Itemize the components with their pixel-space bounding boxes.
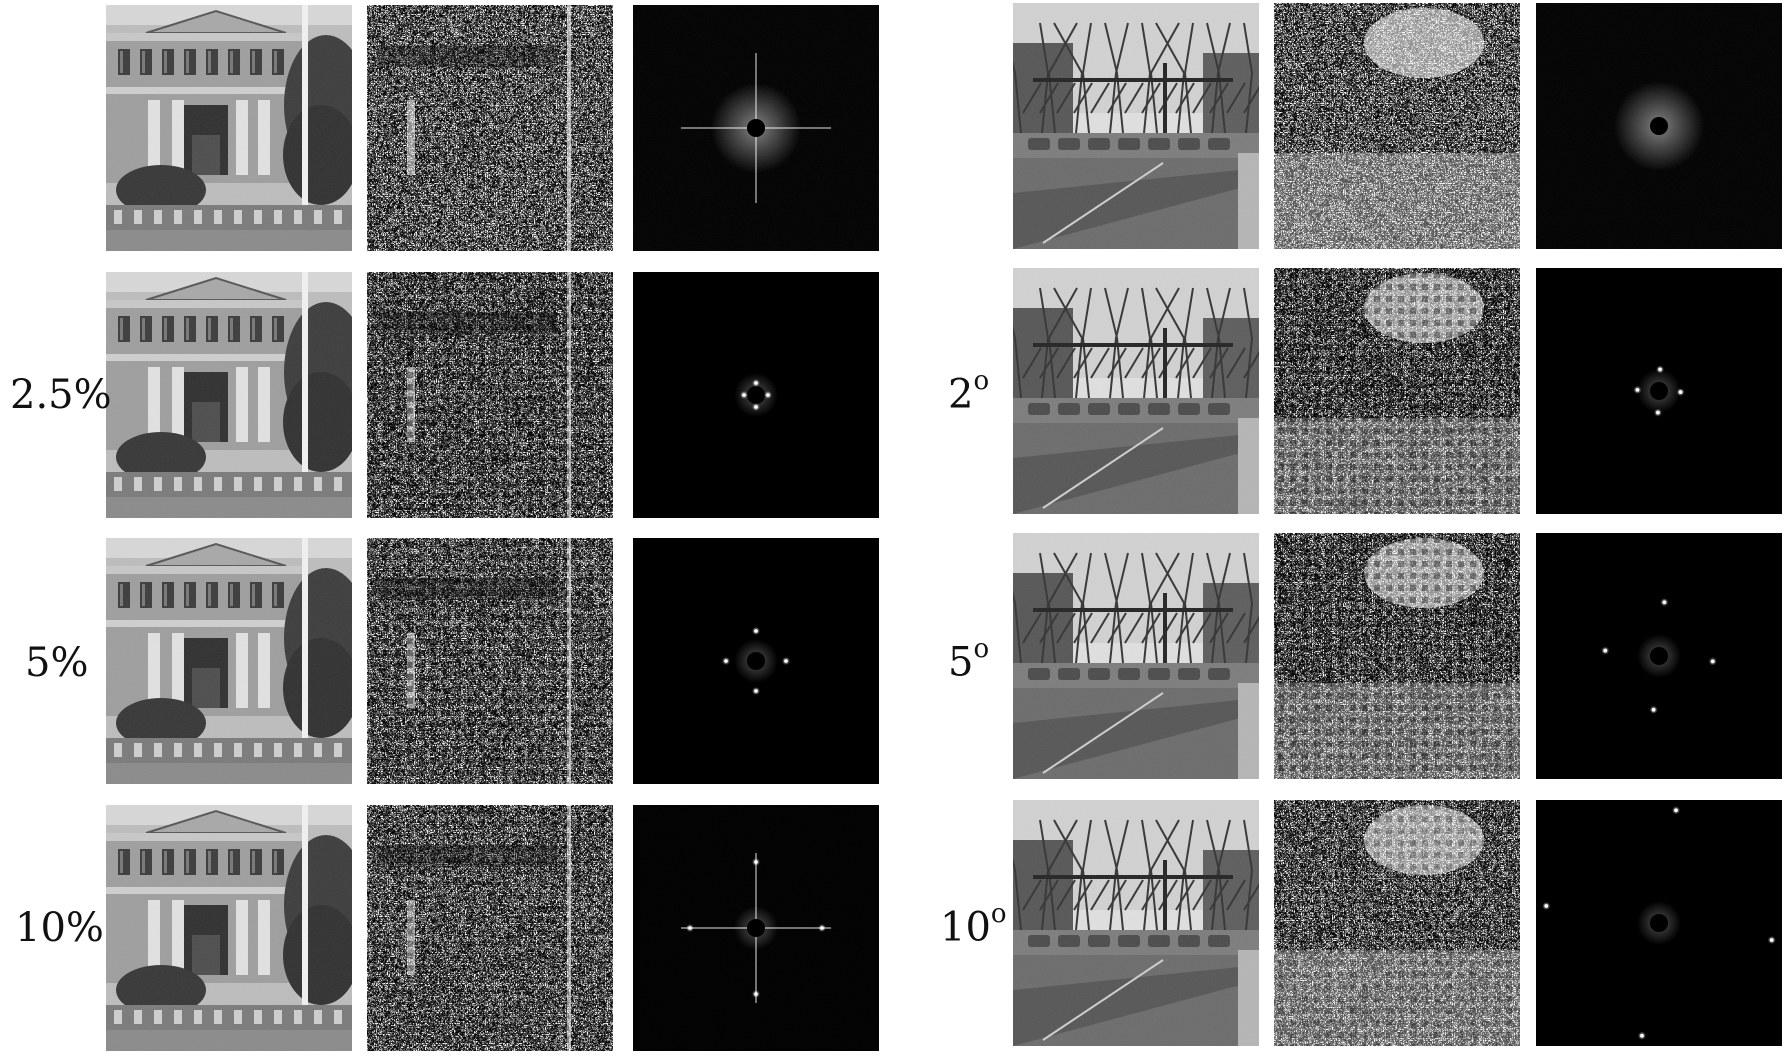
right-dft-image-2 xyxy=(1536,533,1782,779)
right-row-label-3: 10o xyxy=(940,899,1007,951)
right-dft-image-1 xyxy=(1536,268,1782,514)
left-row-label-2: 5% xyxy=(25,640,89,686)
right-original-image-3 xyxy=(1013,800,1259,1046)
left-original-image-1 xyxy=(106,272,352,518)
right-residual-image-1 xyxy=(1274,268,1520,514)
right-residual-image-2 xyxy=(1274,533,1520,779)
left-row-label-1: 2.5% xyxy=(10,372,112,418)
left-dft-image-0 xyxy=(633,5,879,251)
left-original-image-2 xyxy=(106,538,352,784)
right-row-label-2: 5o xyxy=(948,634,990,686)
right-dft-image-0 xyxy=(1536,3,1782,249)
left-dft-image-3 xyxy=(633,805,879,1051)
left-dft-image-2 xyxy=(633,538,879,784)
right-dft-image-3 xyxy=(1536,800,1782,1046)
left-residual-image-1 xyxy=(367,272,613,518)
left-dft-image-1 xyxy=(633,272,879,518)
right-original-image-1 xyxy=(1013,268,1259,514)
right-row-label-1: 2o xyxy=(948,366,990,418)
right-original-image-0 xyxy=(1013,3,1259,249)
right-original-image-2 xyxy=(1013,533,1259,779)
left-residual-image-3 xyxy=(367,805,613,1051)
left-residual-image-2 xyxy=(367,538,613,784)
left-row-label-3: 10% xyxy=(15,905,104,951)
left-residual-image-0 xyxy=(367,5,613,251)
right-residual-image-3 xyxy=(1274,800,1520,1046)
left-original-image-0 xyxy=(106,5,352,251)
right-residual-image-0 xyxy=(1274,3,1520,249)
left-original-image-3 xyxy=(106,805,352,1051)
